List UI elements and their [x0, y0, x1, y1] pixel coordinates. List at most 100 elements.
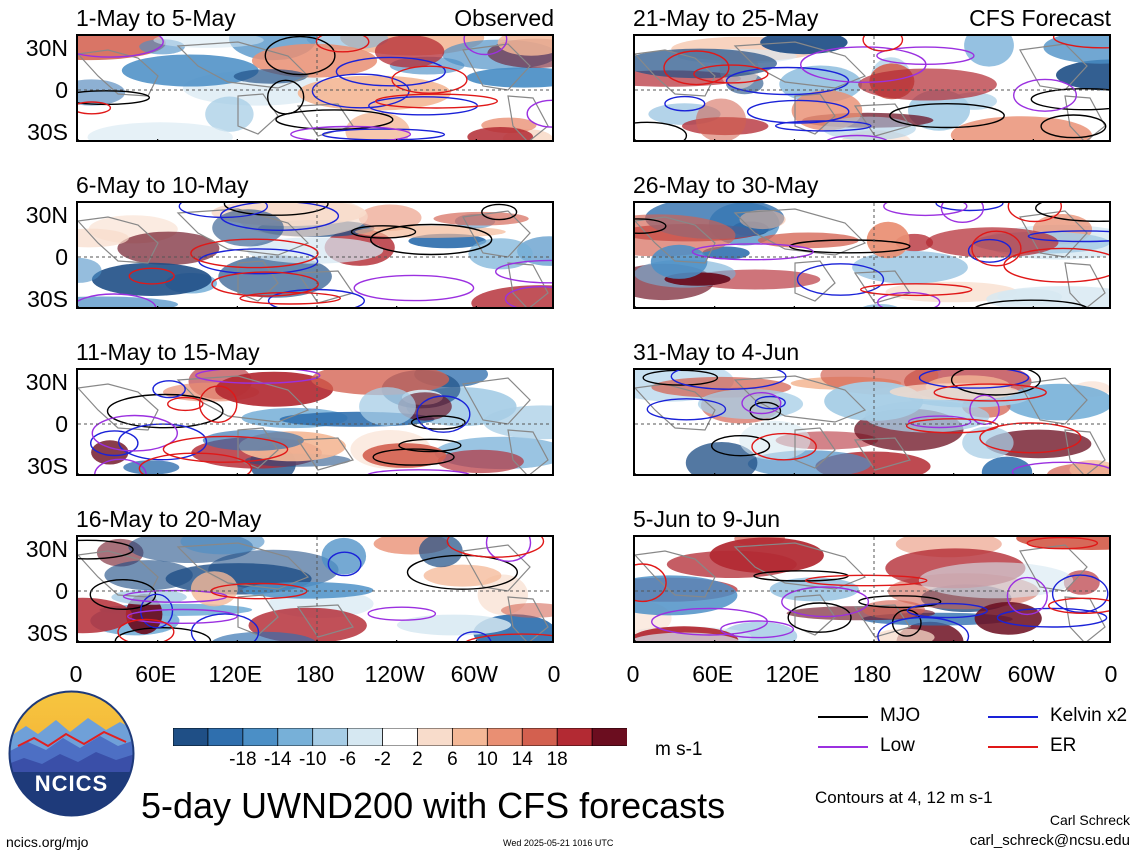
lat-label: 30S	[27, 620, 68, 646]
contour-low	[781, 586, 870, 618]
contour-low	[1006, 576, 1048, 616]
anomaly-shading	[78, 296, 179, 307]
lon-label: 60E	[692, 661, 734, 687]
coastline	[1019, 544, 1088, 592]
contour-er	[465, 633, 552, 641]
contour-mjo	[642, 370, 719, 386]
contour-kelvin	[796, 263, 885, 296]
contour-mjo	[410, 415, 466, 430]
coastline	[794, 93, 836, 135]
anomaly-shading	[974, 602, 1042, 635]
contour-mjo	[398, 438, 462, 453]
contour-kelvin	[190, 613, 260, 641]
contour-low	[883, 203, 968, 217]
contour-mjo	[950, 370, 1041, 396]
anomaly-shading	[695, 98, 747, 140]
anomaly-shading	[757, 232, 859, 249]
contour-low	[940, 203, 985, 223]
contour-er	[860, 283, 973, 297]
contour-kelvin	[646, 398, 727, 421]
contour-low	[367, 469, 470, 474]
colorbar-label: -6	[339, 749, 357, 770]
contour-kelvin	[725, 66, 850, 96]
contour-kelvin	[775, 120, 872, 132]
contour-mjo	[1035, 203, 1109, 222]
anomaly-shading	[104, 560, 193, 591]
contour-er	[693, 64, 769, 84]
coastline	[733, 542, 867, 590]
contour-er	[78, 101, 112, 115]
contour-mjo	[889, 102, 1005, 129]
coastline	[78, 550, 159, 598]
lat-label: 30N	[25, 202, 68, 228]
colorbar-swatch	[207, 727, 244, 747]
lat-label: 30S	[27, 286, 68, 312]
legend-label: Low	[880, 735, 915, 756]
colorbar-label: 18	[546, 749, 568, 770]
lat-label: 30N	[25, 536, 68, 562]
lon-label: 120W	[921, 661, 982, 687]
contour-low	[826, 134, 888, 140]
coastline	[507, 262, 549, 307]
colorbar-swatch	[382, 727, 419, 747]
legend-line-er	[988, 746, 1038, 748]
contour-kelvin	[416, 395, 471, 433]
anomaly-shading	[483, 405, 552, 440]
contour-kelvin	[139, 593, 174, 629]
contour-er	[446, 537, 545, 558]
anomaly-shading	[497, 36, 552, 56]
coastline	[176, 542, 310, 590]
colorbar-label: -10	[298, 749, 327, 770]
anomaly-shading	[1043, 36, 1109, 64]
contour-low	[290, 125, 412, 140]
contour-low	[485, 537, 532, 562]
contour-er	[1007, 203, 1062, 223]
contour-low	[353, 274, 475, 302]
legend-line-kelvin	[988, 716, 1038, 718]
contour-mjo	[106, 393, 224, 429]
coastline	[1064, 596, 1106, 641]
legend-label: ER	[1050, 735, 1077, 756]
contour-kelvin	[754, 395, 786, 410]
coastline	[237, 594, 279, 636]
contour-mjo	[858, 595, 942, 609]
anomaly-shading	[212, 631, 316, 641]
contour-low	[741, 391, 782, 415]
legend-label: MJO	[880, 705, 921, 726]
coastline	[237, 93, 279, 135]
colorbar-swatch	[172, 727, 209, 747]
anomaly-shading	[91, 262, 212, 296]
anomaly-shading	[950, 116, 1092, 140]
anomaly-shading	[858, 68, 997, 101]
lon-label: 120W	[364, 661, 425, 687]
contour-kelvin	[664, 95, 706, 112]
contour-mjo	[789, 239, 911, 254]
anomaly-shading	[358, 204, 422, 231]
coastline	[462, 210, 531, 258]
anomaly-shading	[981, 456, 1033, 474]
contour-kelvin	[198, 248, 319, 275]
anomaly-shading	[423, 564, 502, 587]
contour-er	[391, 65, 468, 94]
contour-low	[504, 286, 552, 307]
contour-er	[979, 422, 1082, 454]
contour-low	[195, 370, 321, 384]
contour-er	[128, 267, 175, 285]
contour-er	[315, 36, 370, 53]
lon-label: 60W	[450, 661, 498, 687]
wind-anomaly-map	[633, 201, 1111, 309]
contour-er	[751, 432, 817, 461]
coastline	[78, 216, 159, 264]
contour-mjo	[635, 121, 688, 140]
contour-mjo	[975, 299, 1088, 307]
contour-kelvin	[906, 602, 988, 619]
anomaly-shading	[418, 537, 463, 568]
coastline	[507, 429, 549, 474]
contour-kelvin	[1051, 574, 1109, 613]
anomaly-shading	[1005, 383, 1109, 421]
panel-title: 5-Jun to 9-Jun	[633, 506, 781, 532]
coastline	[853, 437, 911, 471]
panel-title: 11-May to 15-May	[76, 339, 260, 365]
colorbar-swatch	[521, 727, 559, 747]
lat-label: 30N	[25, 369, 68, 395]
